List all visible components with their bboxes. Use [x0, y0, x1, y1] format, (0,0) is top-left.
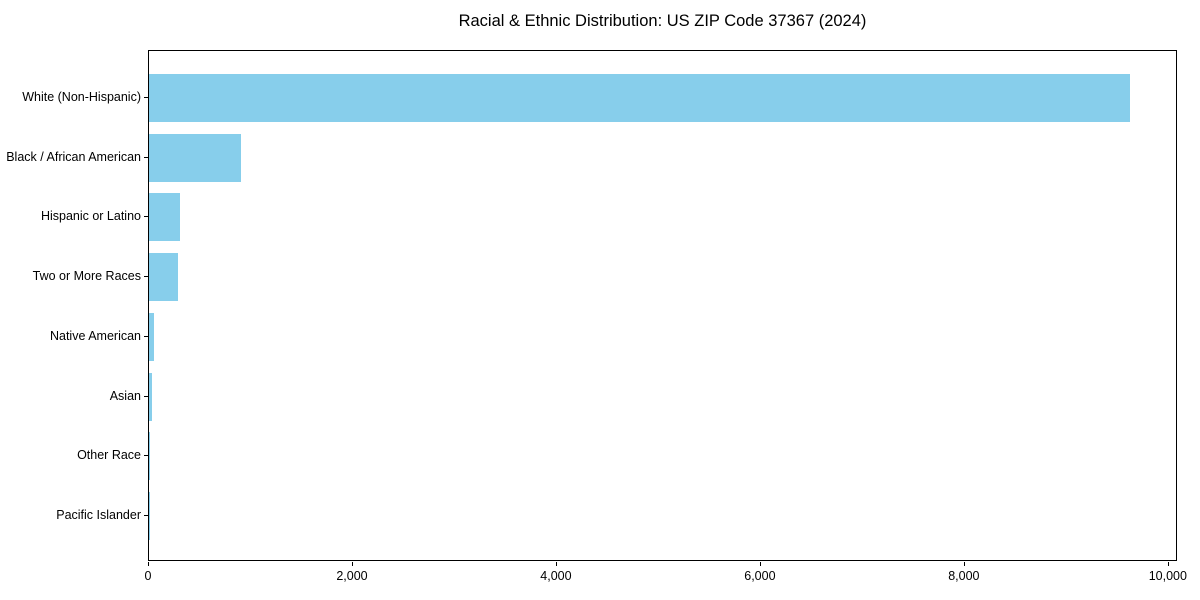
y-tick-label-two-or-more-races: Two or More Races [32, 269, 141, 284]
x-tick-label: 2,000 [336, 569, 368, 583]
x-tick-label: 0 [144, 569, 152, 583]
x-tick-label: 6,000 [744, 569, 776, 583]
x-tick-label: 4,000 [540, 569, 572, 583]
bar-two-or-more-races [149, 253, 178, 302]
bar-asian [149, 372, 153, 421]
y-tick-mark [144, 216, 148, 218]
chart-title: Racial & Ethnic Distribution: US ZIP Cod… [458, 12, 867, 30]
y-tick-mark [144, 276, 148, 278]
x-tick-mark [555, 562, 557, 566]
x-tick-mark [963, 562, 965, 566]
y-tick-label-white-non-hispanic: White (Non-Hispanic) [22, 90, 141, 104]
y-tick-label-hispanic-or-latino: Hispanic or Latino [40, 209, 141, 224]
x-tick-mark [1167, 562, 1169, 566]
y-tick-label-other-race: Other Race [77, 448, 141, 463]
x-tick-mark [759, 562, 761, 566]
y-tick-label-asian: Asian [109, 388, 141, 403]
bar-native-american [149, 312, 155, 361]
plot-area [148, 50, 1177, 561]
y-tick-mark [144, 156, 148, 158]
bar-white-non-hispanic [149, 74, 1131, 122]
x-tick-mark [148, 562, 149, 566]
x-tick-label: 10,000 [1148, 569, 1187, 583]
x-tick-label: 8,000 [948, 569, 980, 583]
y-tick-mark [144, 395, 148, 397]
y-tick-label-native-american: Native American [49, 328, 141, 343]
y-tick-mark [144, 455, 148, 457]
x-tick-mark [351, 562, 353, 566]
bar-black-african-american [149, 133, 241, 182]
y-tick-label-black-african-american: Black / African American [6, 149, 141, 164]
bar-hispanic-or-latino [149, 193, 181, 242]
bar-other-race [149, 432, 150, 481]
y-tick-mark [144, 97, 148, 98]
y-tick-mark [144, 335, 148, 337]
y-tick-label-pacific-islander: Pacific Islander [56, 507, 141, 522]
y-tick-mark [144, 514, 148, 516]
